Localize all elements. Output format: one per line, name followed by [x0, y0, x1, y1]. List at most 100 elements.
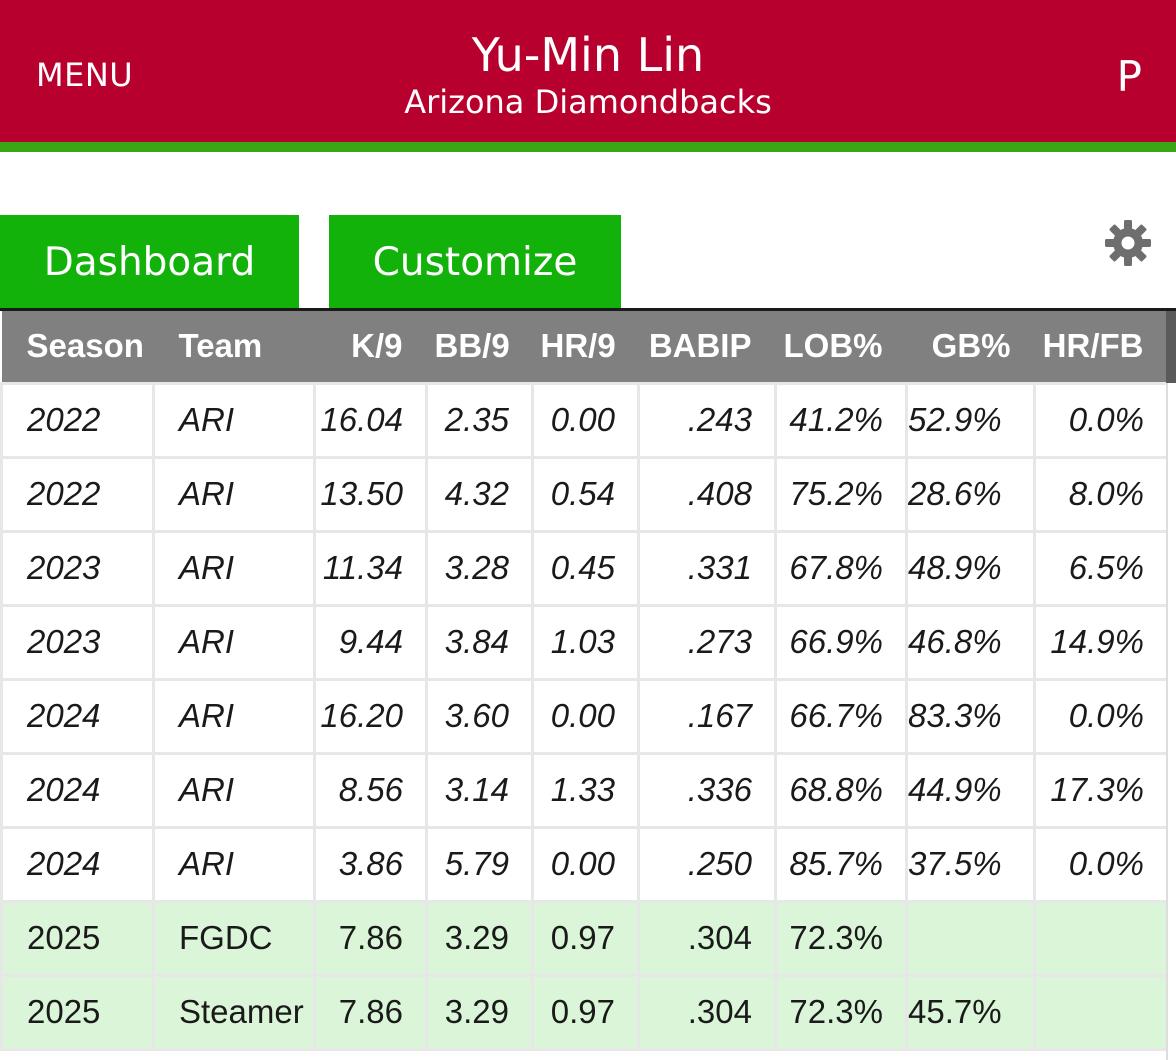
- cell-bb9: 3.29: [425, 973, 534, 1051]
- table-header-row: Season Team K/9 BB/9 HR/9 BABIP LOB% GB%…: [1, 311, 1168, 383]
- cell-babip: .243: [637, 381, 777, 459]
- cell-babip: .250: [637, 825, 777, 903]
- cell-gb: [905, 899, 1036, 977]
- cell-team: ARI: [152, 455, 316, 533]
- cell-gb: 48.9%: [905, 529, 1036, 607]
- cell-hrfb: 0.0%: [1033, 381, 1169, 459]
- cell-hr9: 0.00: [531, 825, 640, 903]
- col-header-gb[interactable]: GB%: [906, 311, 1035, 383]
- cell-hr9: 0.00: [531, 677, 640, 755]
- cell-gb: 83.3%: [905, 677, 1036, 755]
- cell-babip: .336: [637, 751, 777, 829]
- table-row[interactable]: 2024 ARI 3.86 5.79 0.00.250 85.7% 37.5% 0.0%: [0, 825, 1169, 903]
- cell-hrfb: 8.0%: [1033, 455, 1169, 533]
- cell-season: 2024: [0, 825, 155, 903]
- table-row[interactable]: 2025 Steamer 7.86 3.29 0.97.304 72.3% 45.7%: [0, 973, 1169, 1051]
- cell-gb: 28.6%: [905, 455, 1036, 533]
- cell-hrfb: 17.3%: [1033, 751, 1169, 829]
- cell-k9: 3.86: [313, 825, 428, 903]
- cell-gb: 44.9%: [905, 751, 1036, 829]
- cell-k9: 16.20: [313, 677, 428, 755]
- cell-season: 2022: [0, 381, 155, 459]
- stats-table: Season Team K/9 BB/9 HR/9 BABIP LOB% GB%…: [0, 311, 1169, 1051]
- cell-lob: 72.3%: [774, 973, 908, 1051]
- table-row[interactable]: 2023 ARI 9.44 3.84 1.03.273 66.9% 46.8% 14.9%: [0, 603, 1169, 681]
- cell-hr9: 0.97: [531, 899, 640, 977]
- cell-k9: 9.44: [313, 603, 428, 681]
- col-header-season[interactable]: Season: [1, 311, 154, 383]
- table-row[interactable]: 2022 ARI 13.50 4.32 0.54.408 75.2% 28.6% 8.0%: [0, 455, 1169, 533]
- cell-team: ARI: [152, 603, 316, 681]
- cell-season: 2023: [0, 529, 155, 607]
- cell-team: Steamer: [152, 973, 316, 1051]
- col-header-hrfb[interactable]: HR/FB: [1034, 311, 1168, 383]
- cell-babip: .408: [637, 455, 777, 533]
- cell-babip: .331: [637, 529, 777, 607]
- col-header-hr9[interactable]: HR/9: [532, 311, 639, 383]
- cell-hrfb: 0.0%: [1033, 677, 1169, 755]
- col-header-k9[interactable]: K/9: [314, 311, 427, 383]
- cell-season: 2025: [0, 973, 155, 1051]
- cell-hrfb: 14.9%: [1033, 603, 1169, 681]
- cell-lob: 66.7%: [774, 677, 908, 755]
- cell-k9: 16.04: [313, 381, 428, 459]
- cell-team: ARI: [152, 381, 316, 459]
- menu-button[interactable]: MENU: [36, 56, 134, 94]
- cell-team: FGDC: [152, 899, 316, 977]
- gear-icon[interactable]: [1104, 219, 1152, 267]
- profile-button[interactable]: P: [1116, 52, 1142, 101]
- cell-k9: 7.86: [313, 899, 428, 977]
- table-right-edge: [1166, 311, 1176, 1060]
- cell-season: 2022: [0, 455, 155, 533]
- cell-bb9: 4.32: [425, 455, 534, 533]
- cell-babip: .167: [637, 677, 777, 755]
- cell-lob: 75.2%: [774, 455, 908, 533]
- tab-customize[interactable]: Customize: [329, 215, 621, 309]
- col-header-bb9[interactable]: BB/9: [426, 311, 533, 383]
- table-row[interactable]: 2023 ARI 11.34 3.28 0.45.331 67.8% 48.9% 6.5%: [0, 529, 1169, 607]
- cell-k9: 7.86: [313, 973, 428, 1051]
- cell-bb9: 5.79: [425, 825, 534, 903]
- table-row[interactable]: 2024 ARI 8.56 3.14 1.33.336 68.8% 44.9% 17.3%: [0, 751, 1169, 829]
- cell-babip: .273: [637, 603, 777, 681]
- cell-hrfb: [1033, 973, 1169, 1051]
- cell-lob: 72.3%: [774, 899, 908, 977]
- cell-season: 2023: [0, 603, 155, 681]
- col-header-babip[interactable]: BABIP: [638, 311, 776, 383]
- header-edge: [1166, 311, 1176, 383]
- cell-team: ARI: [152, 825, 316, 903]
- cell-babip: .304: [637, 899, 777, 977]
- cell-bb9: 3.14: [425, 751, 534, 829]
- title-block: Yu-Min Lin Arizona Diamondbacks: [0, 30, 1176, 124]
- scroll-rail: [1166, 383, 1168, 1060]
- cell-lob: 66.9%: [774, 603, 908, 681]
- cell-bb9: 2.35: [425, 381, 534, 459]
- stats-table-container[interactable]: Season Team K/9 BB/9 HR/9 BABIP LOB% GB%…: [0, 308, 1176, 1060]
- cell-hr9: 0.45: [531, 529, 640, 607]
- app-header: MENU Yu-Min Lin Arizona Diamondbacks P: [0, 0, 1176, 152]
- table-row[interactable]: 2022 ARI 16.04 2.35 0.00.243 41.2% 52.9% 0.0%: [0, 381, 1169, 459]
- table-row[interactable]: 2024 ARI 16.20 3.60 0.00.167 66.7% 83.3% 0.0%: [0, 677, 1169, 755]
- cell-hr9: 1.03: [531, 603, 640, 681]
- cell-hr9: 1.33: [531, 751, 640, 829]
- cell-k9: 8.56: [313, 751, 428, 829]
- cell-season: 2025: [0, 899, 155, 977]
- cell-hr9: 0.54: [531, 455, 640, 533]
- cell-lob: 68.8%: [774, 751, 908, 829]
- cell-team: ARI: [152, 529, 316, 607]
- col-header-lob[interactable]: LOB%: [775, 311, 907, 383]
- cell-bb9: 3.28: [425, 529, 534, 607]
- cell-gb: 45.7%: [905, 973, 1036, 1051]
- cell-gb: 37.5%: [905, 825, 1036, 903]
- table-row[interactable]: 2025 FGDC 7.86 3.29 0.97.304 72.3%: [0, 899, 1169, 977]
- cell-team: ARI: [152, 751, 316, 829]
- cell-lob: 85.7%: [774, 825, 908, 903]
- col-header-team[interactable]: Team: [153, 311, 315, 383]
- cell-season: 2024: [0, 677, 155, 755]
- cell-k9: 13.50: [313, 455, 428, 533]
- cell-gb: 52.9%: [905, 381, 1036, 459]
- tab-dashboard[interactable]: Dashboard: [0, 215, 299, 309]
- cell-gb: 46.8%: [905, 603, 1036, 681]
- cell-team: ARI: [152, 677, 316, 755]
- cell-k9: 11.34: [313, 529, 428, 607]
